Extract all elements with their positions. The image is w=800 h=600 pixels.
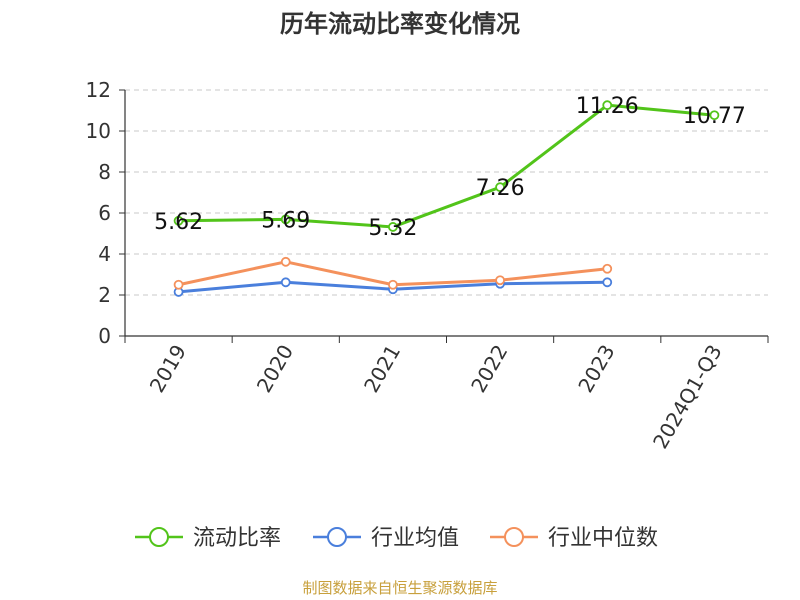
- legend-marker: [149, 527, 169, 547]
- data-point: [173, 215, 184, 226]
- data-point: [495, 275, 505, 286]
- series-line-0: [178, 103, 715, 229]
- data-point: [495, 182, 505, 193]
- data-label: 7.26: [476, 176, 525, 201]
- data-point: [388, 222, 398, 232]
- legend: 流动比率 行业均值 行业中位数: [135, 526, 658, 551]
- y-tick-label: 8: [98, 160, 111, 184]
- data-point: [280, 277, 291, 288]
- data-point: [173, 279, 184, 290]
- x-tick-label: 2024Q1-Q3: [648, 341, 727, 453]
- chart-title: 历年流动比率变化情况: [280, 10, 520, 38]
- data-label: 5.32: [368, 216, 417, 241]
- data-point: [388, 279, 398, 290]
- y-tick-label: 6: [98, 201, 111, 225]
- legend-label: 行业均值: [371, 526, 459, 551]
- data-point: [602, 263, 613, 274]
- x-tick-label: 2023: [573, 341, 619, 397]
- y-tick-label: 4: [98, 242, 111, 266]
- data-labels: 5.62 5.69 5.32 7.26 11.26 10.77: [154, 94, 746, 241]
- data-label: 10.77: [683, 104, 746, 129]
- series-group: [173, 100, 720, 297]
- data-label: 5.69: [261, 208, 310, 233]
- x-tick-label: 2020: [252, 341, 298, 397]
- x-axis-ticks: 2019 2020 2021 2022 2023 2024Q1-Q3: [145, 341, 727, 453]
- y-tick-label: 12: [86, 78, 111, 102]
- y-tick-label: 2: [98, 283, 111, 307]
- y-tick-label: 0: [98, 324, 111, 348]
- legend-marker: [327, 527, 347, 547]
- data-point: [280, 256, 291, 267]
- grid-lines: [125, 89, 768, 296]
- data-point: [280, 214, 291, 225]
- data-point: [602, 277, 613, 288]
- data-point: [602, 100, 613, 111]
- legend-label: 流动比率: [193, 526, 281, 551]
- legend-marker: [504, 527, 524, 547]
- y-tick-label: 10: [86, 119, 111, 143]
- x-tick-label: 2019: [145, 341, 191, 397]
- data-point: [709, 110, 720, 121]
- data-label: 5.62: [154, 210, 203, 235]
- data-source-note: 制图数据来自恒生聚源数据库: [302, 579, 498, 597]
- legend-label: 行业中位数: [548, 526, 658, 551]
- x-tick-label: 2021: [359, 341, 405, 397]
- axes: [119, 89, 769, 343]
- y-axis-ticks: 0 2 4 6 8 10 12: [86, 78, 111, 348]
- x-tick-label: 2022: [466, 341, 512, 397]
- data-label: 11.26: [576, 94, 639, 119]
